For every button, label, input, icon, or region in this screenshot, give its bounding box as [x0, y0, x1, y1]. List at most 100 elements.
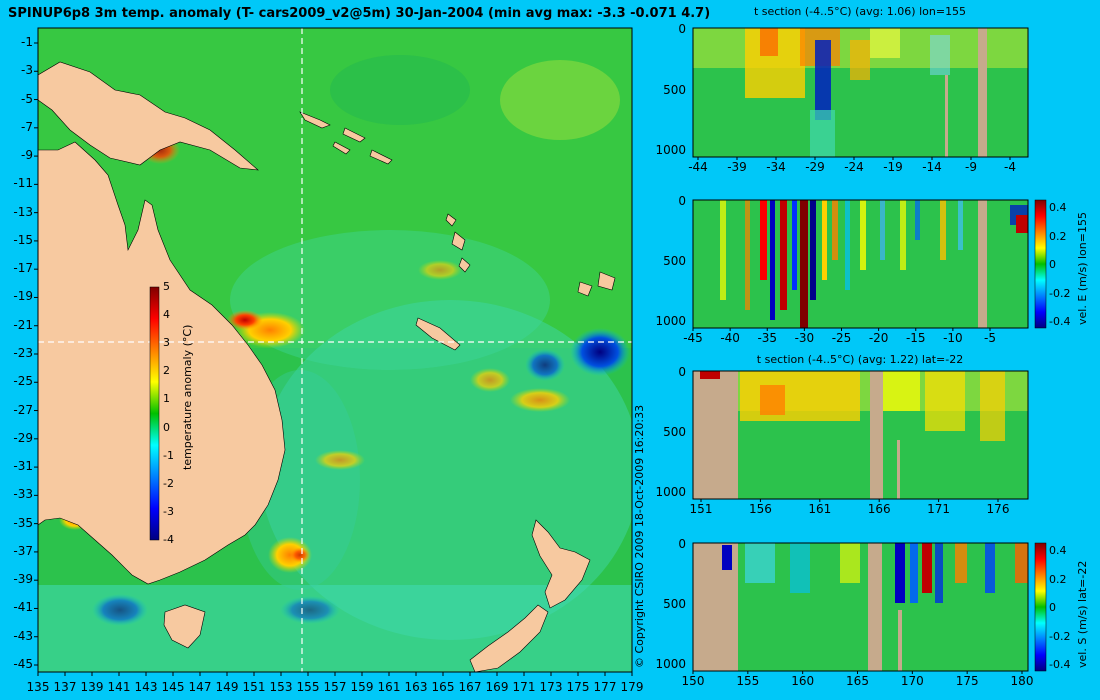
map-y-tick-label: -29 — [13, 430, 33, 445]
map-x-tick-label: 135 — [26, 680, 50, 694]
map-y-tick-label: -7 — [21, 119, 33, 134]
map-y-tick-label: -19 — [13, 289, 33, 304]
map-y-tick-label: -17 — [13, 261, 33, 276]
section-1-y-tick-label: 1000 — [655, 143, 686, 157]
section-4-x-tick-label: 175 — [955, 674, 979, 688]
map-x-tick-label: 157 — [323, 680, 347, 694]
map-x-tick-label: 145 — [161, 680, 185, 694]
map-colorbar-label: temperature anomaly (°C) — [181, 324, 194, 470]
map-x-tick-label: 161 — [377, 680, 401, 694]
section-3-x-tick-label: 171 — [927, 502, 951, 516]
map-y-tick-label: -13 — [13, 204, 33, 219]
section-3-x-tick-label: 166 — [867, 502, 891, 516]
section-1-x-tick-label: -34 — [766, 160, 786, 174]
map-colorbar-tick-label: 4 — [163, 308, 170, 322]
section-1-x-tick-label: -9 — [965, 160, 977, 174]
map-x-tick-label: 155 — [296, 680, 320, 694]
section-4-x-tick-label: 165 — [846, 674, 869, 688]
map-y-tick-label: -1 — [21, 35, 33, 49]
vanuatu-land — [445, 213, 471, 273]
map-y-tick-label: -41 — [13, 600, 33, 615]
map-x-tick-label: 139 — [80, 680, 104, 694]
section-2-x-tick-label: -15 — [905, 331, 926, 345]
new-guinea-land — [38, 61, 259, 171]
t-section-lat-title: t section (-4..5°C) (avg: 1.22) lat=-22 — [756, 353, 964, 366]
map-x-tick-label: 179 — [620, 680, 644, 694]
fiji-land — [577, 271, 616, 297]
t-section-lon-title: t section (-4..5°C) (avg: 1.06) lon=155 — [753, 5, 967, 18]
section-4-colorbar-tick-label: 0 — [1049, 601, 1056, 614]
section-4-x-tick-label: 170 — [900, 674, 924, 688]
section-4-x-tick-label: 155 — [736, 674, 760, 688]
section-3-x-tick-label: 151 — [689, 502, 713, 516]
map-y-tick-label: -3 — [21, 63, 33, 78]
section-2-colorbar-tick-label: -0.2 — [1049, 286, 1071, 300]
page-title: SPINUP6p8 3m temp. anomaly (T- cars2009_… — [8, 6, 711, 21]
vel-e-colorbar — [1034, 199, 1047, 329]
map-y-tick-label: -45 — [13, 657, 33, 671]
map-y-tick-label: -21 — [13, 317, 33, 332]
map-colorbar-tick-label: -3 — [163, 504, 174, 518]
map-x-tick-label: 175 — [566, 680, 590, 694]
solomon-islands-land — [299, 111, 393, 165]
map-x-tick-label: 173 — [539, 680, 563, 694]
map-colorbar-tick-label: 2 — [163, 364, 170, 378]
map-x-tick-label: 163 — [404, 680, 428, 694]
section-4-colorbar-tick-label: -0.4 — [1049, 658, 1071, 671]
section-4-x-tick-label: 180 — [1010, 674, 1034, 688]
map-y-tick-label: -39 — [13, 572, 33, 587]
vel-e-colorbar-label: vel. E (m/s) lon=155 — [1076, 212, 1089, 325]
t-section-lon-panel — [692, 27, 1029, 158]
tasmania-land — [163, 604, 206, 649]
section-4-y-tick-label: 500 — [663, 597, 686, 611]
section-2-y-tick-label: 500 — [663, 254, 686, 268]
vel-e-lon-panel — [692, 199, 1047, 329]
map-y-tick-label: -25 — [13, 374, 33, 389]
section-2-y-tick-label: 0 — [678, 194, 686, 208]
map-x-tick-label: 149 — [215, 680, 239, 694]
map-colorbar-tick-label: -4 — [163, 533, 174, 546]
map-colorbar-tick-label: -2 — [163, 476, 174, 490]
section-2-colorbar-tick-label: 0.4 — [1049, 201, 1067, 214]
map-colorbar-tick-label: 1 — [163, 392, 170, 406]
map-y-tick-label: -23 — [13, 346, 33, 360]
section-3-x-tick-label: 161 — [808, 502, 832, 516]
copyright-text: © Copyright CSIRO 2009 18-Oct-2009 16:20… — [633, 404, 646, 668]
map-colorbar-tick-label: 5 — [163, 280, 170, 293]
vel-s-colorbar-label: vel. S (m/s) lat=-22 — [1076, 560, 1089, 668]
t-section-lat-panel — [692, 370, 1029, 500]
map-y-tick-label: -43 — [13, 628, 33, 643]
map-x-tick-label: 171 — [512, 680, 536, 694]
map-y-tick-label: -5 — [21, 91, 33, 106]
section-2-colorbar-tick-label: 0.2 — [1049, 229, 1067, 243]
section-1-x-tick-label: -14 — [922, 160, 942, 174]
section-4-x-tick-label: 150 — [681, 674, 705, 688]
map-field — [38, 28, 632, 672]
section-4-colorbar-tick-label: -0.2 — [1049, 629, 1071, 643]
section-1-x-tick-label: -19 — [883, 160, 903, 174]
map-colorbar-tick-label: 0 — [163, 420, 170, 434]
section-3-x-tick-label: 156 — [748, 502, 772, 516]
new-zealand-south-land — [469, 604, 549, 672]
section-2-colorbar-tick-label: -0.4 — [1049, 315, 1071, 328]
section-3-x-tick-label: 176 — [986, 502, 1010, 516]
map-x-tick-label: 167 — [458, 680, 482, 694]
section-4-y-tick-label: 1000 — [655, 657, 686, 671]
section-2-x-tick-label: -5 — [984, 331, 996, 345]
map-x-tick-label: 159 — [350, 680, 374, 694]
map-y-tick-label: -15 — [13, 232, 33, 247]
map-x-tick-label: 169 — [485, 680, 509, 694]
map-x-tick-label: 141 — [107, 680, 131, 694]
map-colorbar-tick-label: -1 — [163, 448, 174, 462]
map-x-tick-label: 177 — [593, 680, 617, 694]
map-colorbar — [149, 286, 160, 541]
map-y-tick-label: -27 — [13, 402, 33, 417]
section-2-x-tick-label: -20 — [868, 331, 889, 345]
section-3-y-tick-label: 1000 — [655, 485, 686, 499]
section-1-x-tick-label: -4 — [1004, 160, 1016, 174]
section-2-x-tick-label: -30 — [794, 331, 815, 345]
vel-s-lat-panel — [692, 542, 1047, 672]
section-1-y-tick-label: 500 — [663, 82, 686, 97]
section-4-y-tick-label: 0 — [678, 537, 686, 551]
